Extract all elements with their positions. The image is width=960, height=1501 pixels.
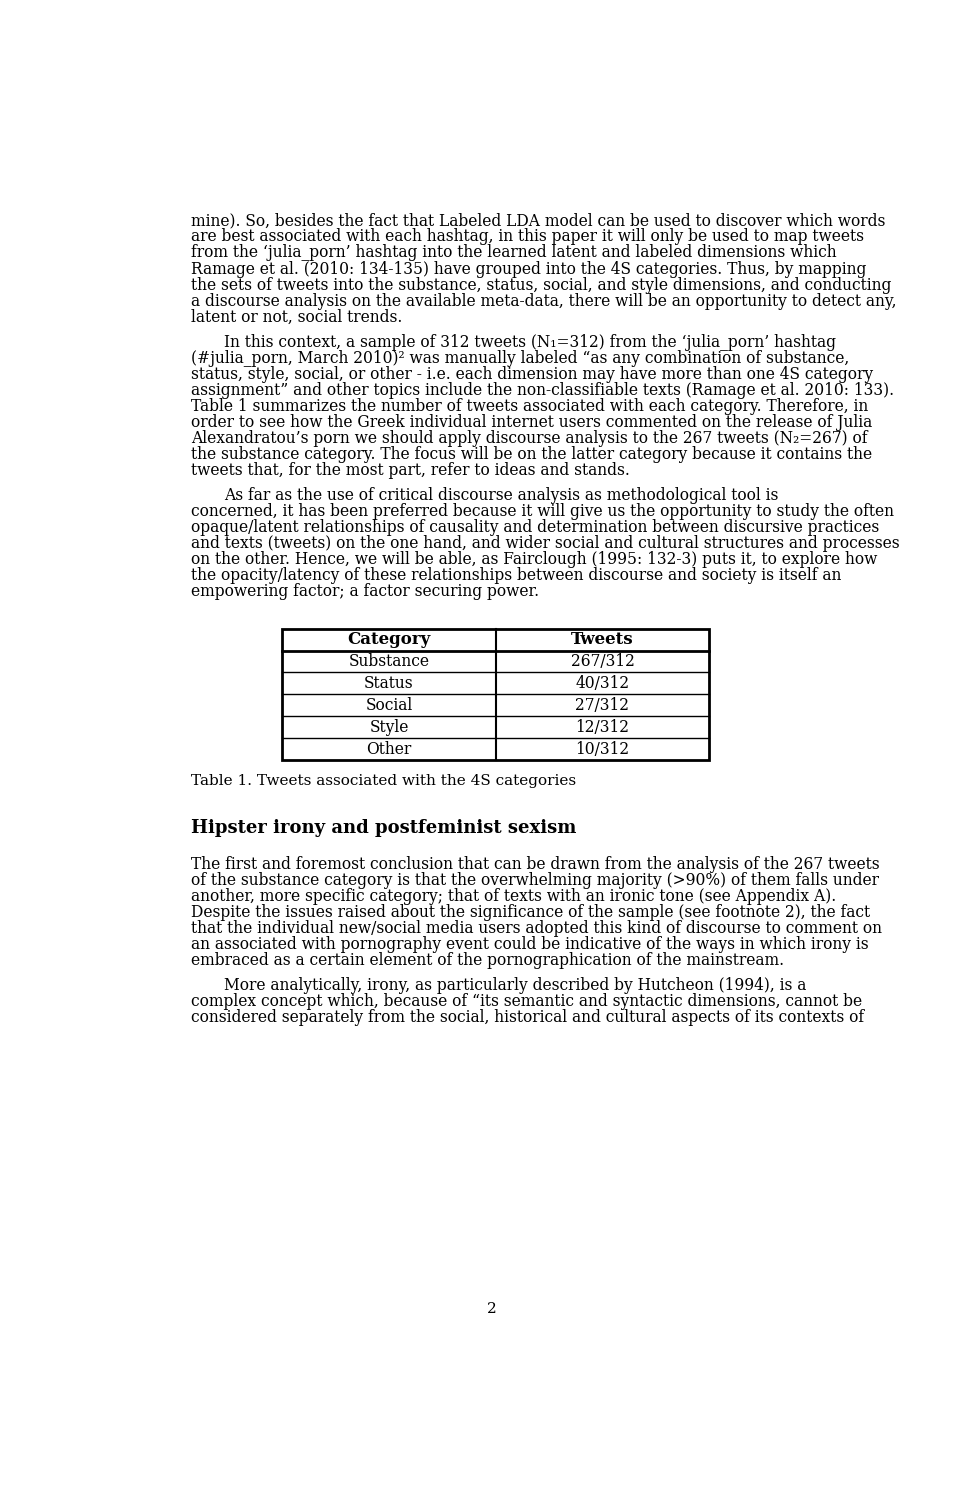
Text: concerned, it has been preferred because it will give us the opportunity to stud: concerned, it has been preferred because… bbox=[191, 503, 895, 521]
Text: order to see how the Greek individual internet users commented on the release of: order to see how the Greek individual in… bbox=[191, 414, 873, 431]
Text: from the ‘julia_porn’ hashtag into the learned latent and labeled dimensions whi: from the ‘julia_porn’ hashtag into the l… bbox=[191, 245, 837, 261]
Text: mine). So, besides the fact that Labeled LDA model can be used to discover which: mine). So, besides the fact that Labeled… bbox=[191, 213, 886, 230]
Text: an associated with pornography event could be indicative of the ways in which ir: an associated with pornography event cou… bbox=[191, 935, 869, 953]
Text: are best associated with each hashtag, in this paper it will only be used to map: are best associated with each hashtag, i… bbox=[191, 228, 864, 246]
Text: a discourse analysis on the available meta-data, there will be an opportunity to: a discourse analysis on the available me… bbox=[191, 293, 897, 309]
Text: of the substance category is that the overwhelming majority (>90%) of them falls: of the substance category is that the ov… bbox=[191, 872, 879, 889]
Text: Ramage et al. (2010: 134-135) have grouped into the 4S categories. Thus, by mapp: Ramage et al. (2010: 134-135) have group… bbox=[191, 261, 867, 278]
Text: 12/312: 12/312 bbox=[575, 719, 630, 735]
Text: Other: Other bbox=[367, 741, 412, 758]
Text: another, more specific category; that of texts with an ironic tone (see Appendix: another, more specific category; that of… bbox=[191, 887, 836, 905]
Text: complex concept which, because of “its semantic and syntactic dimensions, cannot: complex concept which, because of “its s… bbox=[191, 994, 862, 1010]
Text: Status: Status bbox=[364, 675, 414, 692]
Text: Hipster irony and postfeminist sexism: Hipster irony and postfeminist sexism bbox=[191, 818, 577, 836]
Text: (#julia_porn, March 2010)² was manually labeled “as any combination of substance: (#julia_porn, March 2010)² was manually … bbox=[191, 350, 850, 366]
Text: Social: Social bbox=[366, 696, 413, 714]
Text: In this context, a sample of 312 tweets (N₁=312) from the ‘julia_porn’ hashtag: In this context, a sample of 312 tweets … bbox=[224, 333, 836, 351]
Text: and texts (tweets) on the one hand, and wider social and cultural structures and: and texts (tweets) on the one hand, and … bbox=[191, 536, 900, 552]
Text: opaque/latent relationships of causality and determination between discursive pr: opaque/latent relationships of causality… bbox=[191, 519, 879, 536]
Text: 2: 2 bbox=[487, 1301, 497, 1316]
Text: assignment” and other topics include the non-classifiable texts (Ramage et al. 2: assignment” and other topics include the… bbox=[191, 381, 895, 399]
Text: the opacity/latency of these relationships between discourse and society is itse: the opacity/latency of these relationshi… bbox=[191, 567, 842, 584]
Text: Style: Style bbox=[370, 719, 409, 735]
Text: 10/312: 10/312 bbox=[575, 741, 630, 758]
Text: empowering factor; a factor securing power.: empowering factor; a factor securing pow… bbox=[191, 584, 540, 600]
Text: embraced as a certain element of the pornographication of the mainstream.: embraced as a certain element of the por… bbox=[191, 952, 784, 968]
Text: Alexandratou’s porn we should apply discourse analysis to the 267 tweets (N₂=267: Alexandratou’s porn we should apply disc… bbox=[191, 429, 868, 447]
Text: tweets that, for the most part, refer to ideas and stands.: tweets that, for the most part, refer to… bbox=[191, 462, 630, 479]
Text: Category: Category bbox=[348, 630, 431, 648]
Bar bbox=[282, 629, 709, 760]
Text: Tweets: Tweets bbox=[571, 630, 634, 648]
Text: Table 1 summarizes the number of tweets associated with each category. Therefore: Table 1 summarizes the number of tweets … bbox=[191, 398, 869, 414]
Text: 27/312: 27/312 bbox=[575, 696, 630, 714]
Text: the sets of tweets into the substance, status, social, and style dimensions, and: the sets of tweets into the substance, s… bbox=[191, 276, 892, 294]
Text: 40/312: 40/312 bbox=[575, 675, 630, 692]
Text: The first and foremost conclusion that can be drawn from the analysis of the 267: The first and foremost conclusion that c… bbox=[191, 856, 880, 872]
Text: More analytically, irony, as particularly described by Hutcheon (1994), is a: More analytically, irony, as particularl… bbox=[224, 977, 806, 994]
Text: considered separately from the social, historical and cultural aspects of its co: considered separately from the social, h… bbox=[191, 1009, 864, 1027]
Text: on the other. Hence, we will be able, as Fairclough (1995: 132-3) puts it, to ex: on the other. Hence, we will be able, as… bbox=[191, 551, 877, 569]
Text: Table 1. Tweets associated with the 4S categories: Table 1. Tweets associated with the 4S c… bbox=[191, 775, 576, 788]
Text: Substance: Substance bbox=[348, 653, 429, 669]
Text: status, style, social, or other - i.e. each dimension may have more than one 4S : status, style, social, or other - i.e. e… bbox=[191, 366, 874, 383]
Text: that the individual new/social media users adopted this kind of discourse to com: that the individual new/social media use… bbox=[191, 920, 882, 937]
Text: 267/312: 267/312 bbox=[570, 653, 635, 669]
Text: the substance category. The focus will be on the latter category because it cont: the substance category. The focus will b… bbox=[191, 446, 873, 462]
Text: As far as the use of critical discourse analysis as methodological tool is: As far as the use of critical discourse … bbox=[224, 488, 779, 504]
Text: latent or not, social trends.: latent or not, social trends. bbox=[191, 309, 402, 326]
Text: Despite the issues raised about the significance of the sample (see footnote 2),: Despite the issues raised about the sign… bbox=[191, 904, 871, 920]
